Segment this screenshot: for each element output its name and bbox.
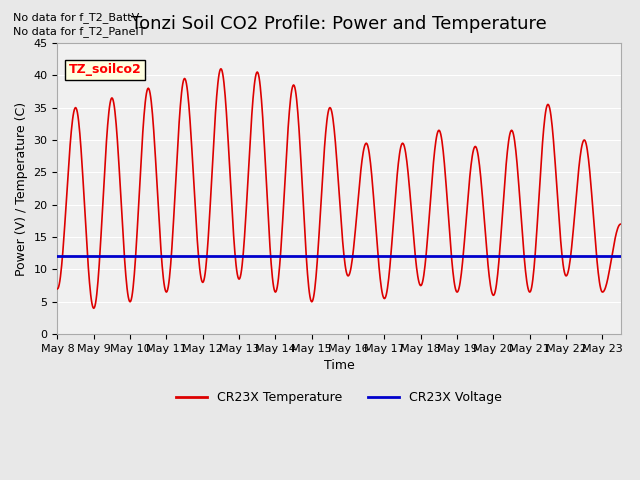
Text: TZ_soilco2: TZ_soilco2 <box>68 63 141 76</box>
Title: Tonzi Soil CO2 Profile: Power and Temperature: Tonzi Soil CO2 Profile: Power and Temper… <box>131 15 547 33</box>
X-axis label: Time: Time <box>324 360 355 372</box>
Y-axis label: Power (V) / Temperature (C): Power (V) / Temperature (C) <box>15 101 28 276</box>
Text: No data for f_T2_BattV: No data for f_T2_BattV <box>13 12 139 23</box>
Legend: CR23X Temperature, CR23X Voltage: CR23X Temperature, CR23X Voltage <box>172 386 507 409</box>
Text: No data for f_T2_PanelT: No data for f_T2_PanelT <box>13 26 145 37</box>
